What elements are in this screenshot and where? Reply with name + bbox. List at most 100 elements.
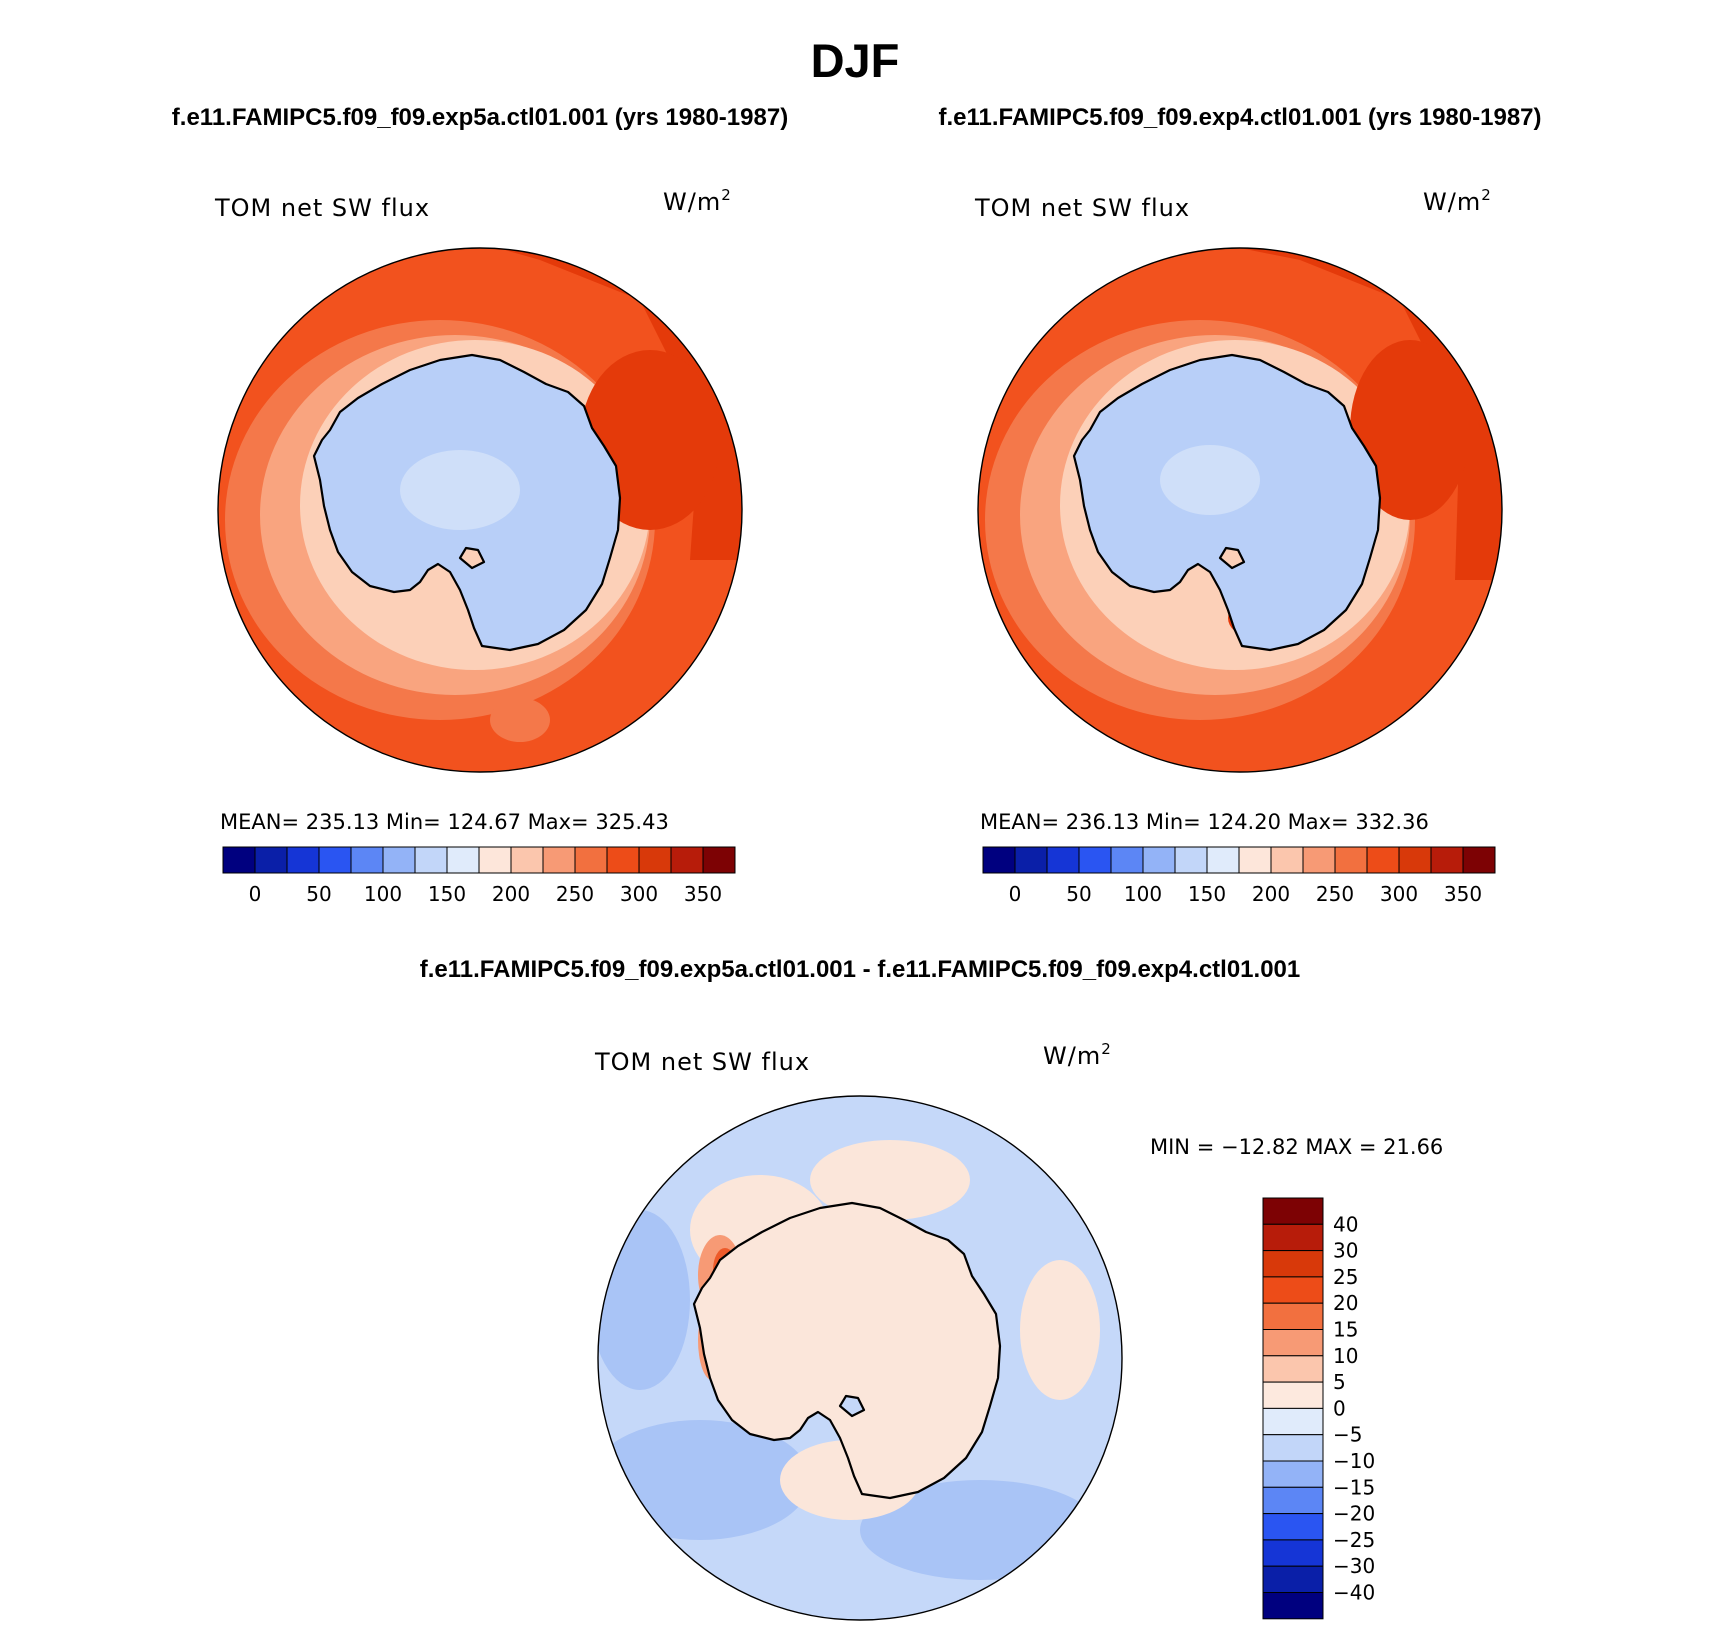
panel2-colorbar-tick-label: 100 <box>1124 882 1162 906</box>
panel1-colorbar-swatch <box>670 846 704 874</box>
panel3-colorbar-swatch <box>1262 1276 1324 1304</box>
panel3-colorbar-swatch <box>1262 1407 1324 1436</box>
panel1-colorbar: 0 50 100 150 200 250 300 350 <box>222 846 736 906</box>
panel3-colorbar-swatch <box>1262 1592 1324 1620</box>
panel2-colorbar-swatch <box>1462 846 1496 874</box>
panel2-colorbar-swatch <box>1078 846 1112 874</box>
panel3-colorbar-tick-label: 0 <box>1333 1396 1346 1420</box>
panel1-colorbar-swatch <box>542 846 576 874</box>
panel1-colorbar-tick-label: 50 <box>306 882 331 906</box>
panel1-colorbar-swatch <box>510 846 544 874</box>
panel2-colorbar-tick-label: 350 <box>1444 882 1482 906</box>
panel2-colorbar-swatch <box>1110 846 1144 874</box>
panel3-colorbar-tick-label: −25 <box>1333 1528 1375 1552</box>
panel3-colorbar-swatch <box>1262 1302 1324 1330</box>
panel1-colorbar-tick-label: 0 <box>249 882 262 906</box>
panel3-colorbar-swatch <box>1262 1329 1324 1357</box>
panel3-map-boundary <box>597 1095 1123 1621</box>
panel3-minmax: MIN = −12.82 MAX = 21.66 <box>1150 1135 1443 1159</box>
panel2-colorbar-tick-label: 0 <box>1009 882 1022 906</box>
panel3-variable-label: TOM net SW flux <box>594 1048 810 1076</box>
panel2-colorbar-tick-label: 200 <box>1252 882 1290 906</box>
panel3-colorbar-tick-label: 25 <box>1333 1265 1358 1289</box>
panel1-colorbar-tick-label: 300 <box>620 882 658 906</box>
panel1-colorbar-swatch <box>478 846 512 874</box>
panel2-colorbar-swatch <box>1430 846 1464 874</box>
panel2-colorbar-swatch <box>1366 846 1400 874</box>
panel1-antarctica <box>312 353 622 652</box>
panel3-colorbar-tick-label: 40 <box>1333 1212 1358 1236</box>
case2-subtitle: f.e11.FAMIPC5.f09_f09.exp4.ctl01.001 (yr… <box>938 104 1541 131</box>
panel2-variable-label: TOM net SW flux <box>974 194 1190 222</box>
panel1-colorbar-swatch <box>318 846 352 874</box>
panel3-colorbar-tick-label: −20 <box>1333 1502 1375 1526</box>
panel1-colorbar-swatch <box>382 846 416 874</box>
panel1-map-boundary <box>217 247 743 773</box>
panel2-colorbar-swatch <box>1238 846 1272 874</box>
panel2-colorbar-swatch <box>1046 846 1080 874</box>
panel3-colorbar-swatch <box>1262 1434 1324 1462</box>
panel1-colorbar-swatch <box>638 846 672 874</box>
panel3-colorbar-swatch <box>1262 1355 1324 1383</box>
panel3-colorbar-tick-label: 15 <box>1333 1318 1358 1342</box>
panel3-colorbar-tick-label: 10 <box>1333 1344 1358 1368</box>
panel2-colorbar-swatch <box>1174 846 1208 874</box>
panel1-colorbar-swatch <box>350 846 384 874</box>
panel3-colorbar-swatch <box>1262 1250 1324 1278</box>
panel3-colorbar-tick-label: −40 <box>1333 1581 1375 1605</box>
panel1-colorbar-swatch <box>414 846 448 874</box>
panel3-colorbar-swatch <box>1262 1223 1324 1252</box>
panel1-variable-label: TOM net SW flux <box>214 194 430 222</box>
panel2-map-boundary <box>977 247 1503 773</box>
difference-subtitle: f.e11.FAMIPC5.f09_f09.exp5a.ctl01.001 - … <box>420 956 1301 983</box>
panel3-colorbar-tick-label: −30 <box>1333 1554 1375 1578</box>
panel3-colorbar-tick-label: 20 <box>1333 1291 1358 1315</box>
panel1-colorbar-swatch <box>254 846 288 874</box>
panel2-stats: MEAN= 236.13 Min= 124.20 Max= 332.36 <box>980 810 1429 834</box>
panel3-colorbar-swatch <box>1262 1486 1324 1515</box>
panel3-colorbar-tick-label: −15 <box>1333 1475 1375 1499</box>
panel1-colorbar-tick-label: 350 <box>684 882 722 906</box>
panel2-colorbar-tick-label: 250 <box>1316 882 1354 906</box>
panel2-colorbar-swatch <box>1398 846 1432 874</box>
panel2-colorbar-swatch <box>1302 846 1336 874</box>
panel3-colorbar-swatch <box>1262 1381 1324 1409</box>
panel2-colorbar-swatch <box>1014 846 1048 874</box>
panel2-colorbar-swatch <box>982 846 1016 874</box>
panel2-colorbar-swatch <box>1270 846 1304 874</box>
panel3-colorbar-tick-label: 30 <box>1333 1239 1358 1263</box>
panel2-colorbar-tick-label: 50 <box>1066 882 1091 906</box>
panel1-colorbar-swatch <box>574 846 608 874</box>
case1-subtitle: f.e11.FAMIPC5.f09_f09.exp5a.ctl01.001 (y… <box>172 104 788 131</box>
panel2-colorbar-swatch <box>1142 846 1176 874</box>
panel2-colorbar-tick-label: 300 <box>1380 882 1418 906</box>
panel3-colorbar-tick-label: −10 <box>1333 1449 1375 1473</box>
panel2-colorbar: 0 50 100 150 200 250 300 350 <box>982 846 1496 906</box>
map-panel-case2: TOM net SW flux W/m2 MEAN= 236.13 Min= 1… <box>974 186 1503 906</box>
panel2-colorbar-swatch <box>1206 846 1240 874</box>
panel3-colorbar-tick-label: 5 <box>1333 1370 1346 1394</box>
panel3-colorbar-swatch <box>1262 1460 1324 1488</box>
panel2-colorbar-swatch <box>1334 846 1368 874</box>
map-panel-difference: TOM net SW flux W/m2 MIN = −12.82 MAX = … <box>594 1040 1443 1621</box>
figure-title: DJF <box>811 34 900 87</box>
panel1-colorbar-swatch <box>606 846 640 874</box>
panel1-colorbar-tick-label: 250 <box>556 882 594 906</box>
map-panel-case1: TOM net SW flux W/m2 MEAN= 235.13 Min= 1… <box>214 186 743 906</box>
panel1-stats: MEAN= 235.13 Min= 124.67 Max= 325.43 <box>220 810 669 834</box>
panel3-colorbar-swatch <box>1262 1565 1324 1593</box>
panel3-colorbar-tick-label: −5 <box>1333 1423 1362 1447</box>
panel1-colorbar-swatch <box>286 846 320 874</box>
panel2-antarctica <box>1072 353 1382 652</box>
panel1-units-label: W/m2 <box>663 186 732 216</box>
panel1-colorbar-swatch <box>702 846 736 874</box>
panel2-units-label: W/m2 <box>1423 186 1492 216</box>
panel1-colorbar-tick-label: 150 <box>428 882 466 906</box>
panel1-colorbar-swatch <box>222 846 256 874</box>
panel3-colorbar-swatch <box>1262 1197 1324 1225</box>
panel1-colorbar-tick-label: 100 <box>364 882 402 906</box>
panel1-colorbar-tick-label: 200 <box>492 882 530 906</box>
panel1-colorbar-swatch <box>446 846 480 874</box>
